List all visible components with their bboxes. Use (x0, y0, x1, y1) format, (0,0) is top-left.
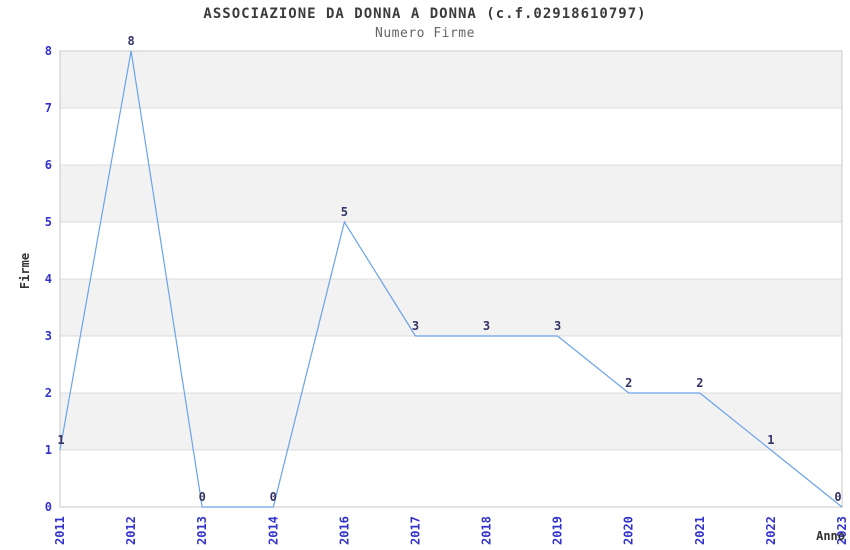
data-line (59, 50, 843, 508)
data-label: 2 (696, 376, 703, 390)
data-label: 3 (412, 319, 419, 333)
x-tick-label: 2021 (693, 516, 707, 545)
y-tick-label: 4 (45, 272, 52, 286)
grid-band (60, 393, 842, 450)
y-tick-label: 2 (45, 386, 52, 400)
data-label: 0 (834, 490, 841, 504)
x-axis-title: Anno (816, 529, 845, 543)
data-label: 2 (625, 376, 632, 390)
x-tick-label: 2016 (337, 516, 351, 545)
plot-border (59, 50, 843, 508)
x-tick-label: 2017 (408, 516, 422, 545)
y-tick-label: 7 (45, 101, 52, 115)
data-label: 3 (483, 319, 490, 333)
x-tick-label: 2023 (835, 516, 849, 545)
x-tick-label: 2011 (53, 516, 67, 545)
grid-band (60, 51, 842, 108)
grid-band (60, 165, 842, 222)
x-tick-label: 2020 (622, 516, 636, 545)
data-label: 0 (199, 490, 206, 504)
y-tick-label: 0 (45, 500, 52, 514)
chart-subtitle: Numero Firme (375, 26, 475, 41)
x-tick-label: 2013 (195, 516, 209, 545)
chart-title: ASSOCIAZIONE DA DONNA A DONNA (c.f.02918… (203, 6, 647, 22)
y-tick-label: 6 (45, 158, 52, 172)
data-label: 3 (554, 319, 561, 333)
x-tick-label: 2014 (266, 516, 280, 545)
y-tick-label: 3 (45, 329, 52, 343)
grid-band (60, 279, 842, 336)
y-tick-label: 8 (45, 44, 52, 58)
data-label: 8 (127, 34, 134, 48)
y-tick-label: 1 (45, 443, 52, 457)
x-tick-label: 2019 (551, 516, 565, 545)
x-tick-label: 2018 (480, 516, 494, 545)
data-label: 1 (767, 433, 774, 447)
data-label: 5 (341, 205, 348, 219)
data-label: 0 (270, 490, 277, 504)
x-tick-label: 2022 (764, 516, 778, 545)
data-label: 1 (57, 433, 64, 447)
y-tick-label: 5 (45, 215, 52, 229)
x-tick-label: 2012 (124, 516, 138, 545)
